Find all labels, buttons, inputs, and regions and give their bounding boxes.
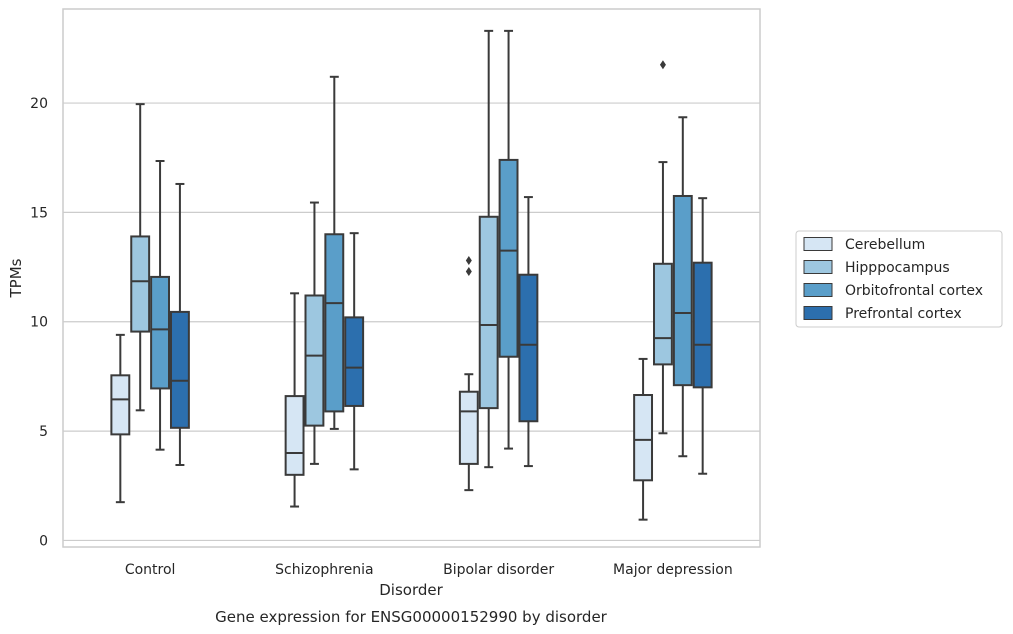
y-axis-title: TPMs <box>7 258 25 298</box>
legend-item-hipppocampus: Hipppocampus <box>803 260 950 276</box>
box-prefrontal-cortex <box>169 182 190 466</box>
box-hipppocampus <box>478 29 499 469</box>
y-tick-label: 0 <box>39 533 48 549</box>
box-group-schizophrenia <box>284 75 365 508</box>
box-iqr <box>478 215 499 410</box>
box-cerebellum <box>633 357 654 521</box>
figure-caption: Gene expression for ENSG00000152990 by d… <box>215 608 608 626</box>
box-iqr <box>169 310 190 429</box>
y-tick-label: 5 <box>39 424 48 440</box>
box-hipppocampus <box>304 201 325 465</box>
legend-frame <box>795 230 1003 328</box>
box-iqr <box>633 394 654 482</box>
box-prefrontal-cortex <box>692 197 713 475</box>
box-iqr <box>304 294 325 427</box>
box-cerebellum <box>110 333 131 504</box>
box-group-control <box>110 103 190 504</box>
box-orbitofrontal-cortex <box>150 159 170 451</box>
outlier-point <box>465 266 472 276</box>
box-group-major-depression <box>633 60 713 521</box>
box-groups <box>110 29 713 521</box>
y-tick-label: 10 <box>30 315 48 331</box>
legend-label: Hipppocampus <box>845 260 950 276</box>
box-iqr <box>692 261 713 389</box>
box-cerebellum <box>458 256 479 492</box>
legend-label: Prefrontal cortex <box>845 306 962 322</box>
box-iqr <box>150 275 170 390</box>
plot-frame <box>62 8 761 548</box>
box-iqr <box>518 273 539 423</box>
x-axis-title: Disorder <box>379 581 443 599</box>
box-hipppocampus <box>130 103 151 412</box>
x-tick-label: Schizophrenia <box>275 562 373 578</box>
box-iqr <box>110 374 131 436</box>
x-tick-label: Bipolar disorder <box>443 562 554 578</box>
box-iqr <box>324 233 345 413</box>
box-cerebellum <box>284 292 305 508</box>
box-iqr <box>458 390 479 465</box>
x-tick-label: Major depression <box>613 562 733 578</box>
box-iqr <box>130 235 151 333</box>
box-iqr <box>653 262 673 366</box>
legend: Cerebellum Hipppocampus Orbitofrontal cort… <box>795 230 1003 328</box>
y-tick-label: 15 <box>30 205 48 221</box>
box-iqr <box>672 194 693 387</box>
legend-label: Cerebellum <box>845 237 925 253</box>
box-orbitofrontal-cortex <box>498 29 519 450</box>
box-hipppocampus <box>653 60 673 435</box>
legend-swatch <box>803 306 833 320</box>
legend-item-prefrontal-cortex: Prefrontal cortex <box>803 306 962 322</box>
y-tick-labels: 0 5 10 15 20 <box>30 96 48 549</box>
legend-swatch <box>803 260 833 274</box>
x-tick-labels: Control Schizophrenia Bipolar disorder Majo… <box>125 562 733 578</box>
box-iqr <box>344 316 365 407</box>
box-orbitofrontal-cortex <box>672 116 693 458</box>
outlier-point <box>659 60 666 70</box>
legend-item-cerebellum: Cerebellum <box>803 237 925 253</box>
legend-item-orbitofrontal-cortex: Orbitofrontal cortex <box>803 283 983 299</box>
box-iqr <box>498 158 519 358</box>
box-prefrontal-cortex <box>518 196 539 468</box>
box-orbitofrontal-cortex <box>324 75 345 430</box>
box-prefrontal-cortex <box>344 232 365 471</box>
box-iqr <box>284 395 305 476</box>
x-tick-label: Control <box>125 562 176 578</box>
legend-swatch <box>803 283 833 297</box>
legend-swatch <box>803 237 833 251</box>
outlier-point <box>465 256 472 266</box>
box-group-bipolar-disorder <box>458 29 539 492</box>
y-tick-label: 20 <box>30 96 48 112</box>
legend-label: Orbitofrontal cortex <box>845 283 983 299</box>
